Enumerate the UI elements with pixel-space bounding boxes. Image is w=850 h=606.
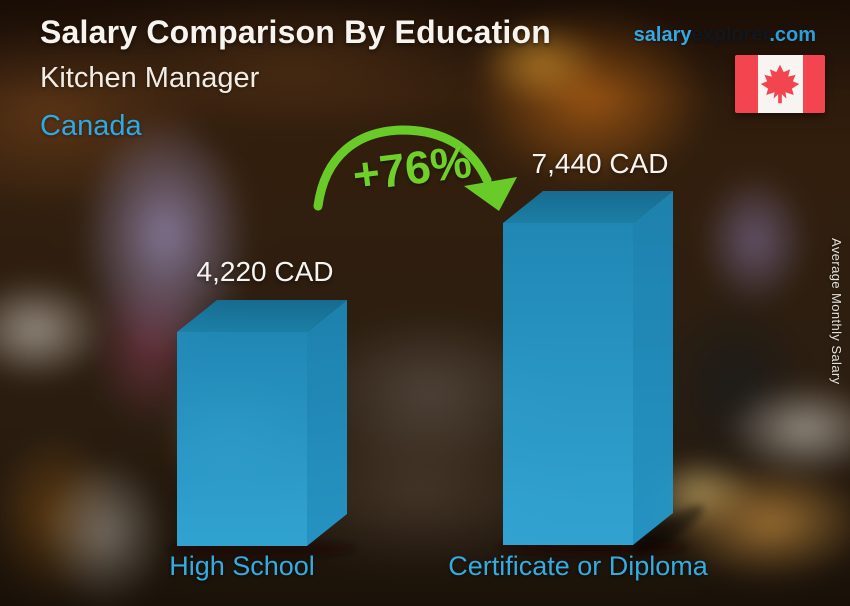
brand-part-salary: salary bbox=[633, 24, 692, 46]
bar-high-school bbox=[177, 300, 347, 546]
canada-flag bbox=[735, 55, 825, 113]
country-label: Canada bbox=[40, 110, 142, 142]
bar2-top-face bbox=[503, 191, 673, 223]
bar1-front-face bbox=[177, 332, 307, 546]
page-title: Salary Comparison By Education bbox=[40, 14, 552, 50]
bar-certificate-or-diploma bbox=[503, 191, 673, 545]
flag-left-band bbox=[735, 55, 758, 113]
bar2-category-label: Certificate or Diploma bbox=[448, 551, 708, 581]
brand-link[interactable]: salaryexplorer.com bbox=[634, 24, 816, 47]
bar1-value-label: 4,220 CAD bbox=[196, 256, 334, 287]
bar2-front-face bbox=[503, 223, 633, 545]
growth-arrow-head bbox=[464, 177, 517, 211]
brand-part-explorer: explorer bbox=[691, 24, 770, 46]
bar1-category-label: High School bbox=[169, 551, 315, 581]
growth-arrow-arc bbox=[313, 125, 492, 211]
flag-right-band bbox=[802, 55, 825, 113]
bar1-side-face bbox=[307, 300, 347, 546]
growth-arrow bbox=[313, 125, 517, 211]
job-title: Kitchen Manager bbox=[40, 62, 260, 94]
y-axis-label: Average Monthly Salary bbox=[829, 238, 844, 385]
bar2-side-face bbox=[633, 191, 673, 545]
bar2-side-shadow bbox=[632, 505, 704, 555]
bar1-top-face bbox=[177, 300, 347, 332]
maple-leaf-icon bbox=[760, 64, 800, 104]
brand-part-com: .com bbox=[769, 24, 816, 46]
flag-center-band bbox=[757, 55, 803, 113]
bar2-value-label: 7,440 CAD bbox=[531, 148, 669, 179]
